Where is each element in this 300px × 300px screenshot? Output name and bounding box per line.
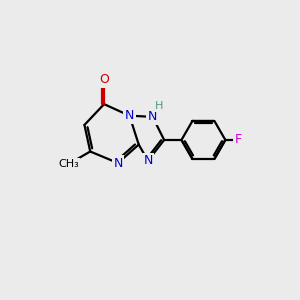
Text: F: F — [235, 134, 242, 146]
Text: N: N — [125, 109, 134, 122]
Text: O: O — [99, 74, 109, 86]
Text: CH₃: CH₃ — [58, 159, 79, 169]
Text: N: N — [113, 157, 123, 169]
Text: N: N — [143, 154, 153, 167]
Text: H: H — [155, 101, 163, 111]
Text: N: N — [148, 110, 157, 123]
